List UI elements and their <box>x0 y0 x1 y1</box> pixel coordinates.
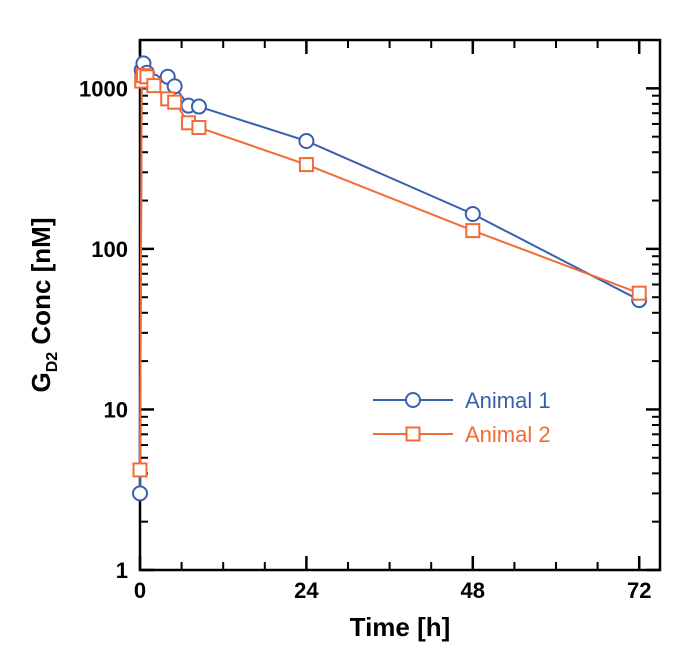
marker-circle <box>299 134 313 148</box>
y-tick-label: 100 <box>91 237 128 262</box>
marker-square <box>466 224 479 237</box>
x-tick-label: 48 <box>461 578 485 603</box>
y-tick-label: 1 <box>116 558 128 583</box>
marker-circle <box>192 100 206 114</box>
y-tick-label: 10 <box>104 397 128 422</box>
pk-chart: 02448721101001000Time [h]GD2 Conc [nM]An… <box>0 0 685 660</box>
marker-circle <box>133 486 147 500</box>
legend-label: Animal 1 <box>465 388 551 413</box>
x-tick-label: 24 <box>294 578 319 603</box>
marker-square <box>147 79 160 92</box>
marker-circle <box>466 207 480 221</box>
legend-label: Animal 2 <box>465 422 551 447</box>
x-tick-label: 72 <box>627 578 651 603</box>
x-axis-label: Time [h] <box>350 612 451 642</box>
marker-square <box>633 287 646 300</box>
marker-circle <box>168 79 182 93</box>
marker-square <box>300 158 313 171</box>
y-tick-label: 1000 <box>79 76 128 101</box>
marker-square <box>192 121 205 134</box>
x-tick-label: 0 <box>134 578 146 603</box>
marker-square <box>168 96 181 109</box>
chart-container: 02448721101001000Time [h]GD2 Conc [nM]An… <box>0 0 685 660</box>
marker-square <box>134 463 147 476</box>
